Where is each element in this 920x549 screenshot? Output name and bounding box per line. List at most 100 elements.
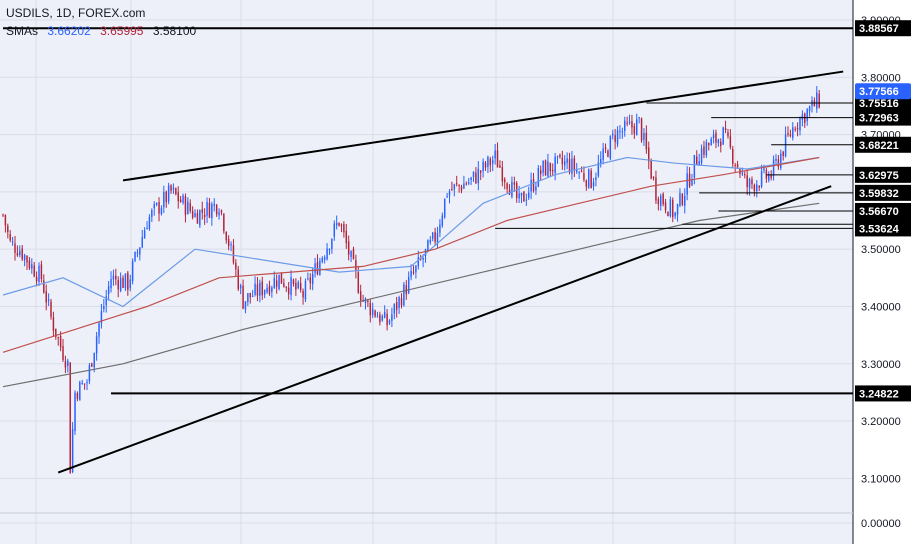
level-label-1: 3.75516 bbox=[859, 98, 899, 110]
candle-body-69 bbox=[167, 185, 170, 202]
candle-body-285 bbox=[686, 173, 688, 195]
candle-body-149 bbox=[359, 291, 362, 301]
candle-body-184 bbox=[443, 198, 446, 218]
candle-body-70 bbox=[170, 185, 172, 191]
sma-line-1 bbox=[2, 156, 820, 308]
candle-body-81 bbox=[196, 213, 199, 224]
candle-body-302 bbox=[727, 132, 729, 137]
candle-152 bbox=[367, 299, 369, 307]
candle-112 bbox=[271, 285, 273, 298]
candle-body-119 bbox=[287, 287, 290, 295]
candle-body-45 bbox=[110, 279, 112, 289]
candle-body-273 bbox=[657, 199, 660, 205]
candle-body-272 bbox=[655, 177, 657, 201]
candle-340 bbox=[818, 89, 820, 109]
candle-body-127 bbox=[307, 278, 309, 280]
candle-232 bbox=[559, 153, 561, 159]
candle-body-30 bbox=[74, 392, 76, 431]
candle-54 bbox=[131, 258, 134, 285]
candle-body-305 bbox=[734, 164, 736, 166]
candle-body-58 bbox=[141, 237, 143, 248]
candle-115 bbox=[278, 274, 280, 291]
candle-77 bbox=[187, 197, 189, 215]
candle-body-296 bbox=[712, 134, 715, 139]
level-label-bg-4 bbox=[855, 166, 911, 183]
candle-body-171 bbox=[412, 272, 415, 274]
candle-116 bbox=[280, 272, 283, 284]
candle-body-167 bbox=[403, 284, 405, 306]
candle-body-289 bbox=[696, 156, 698, 165]
sma-label: SMAs bbox=[6, 24, 39, 38]
candle-body-47 bbox=[115, 275, 117, 280]
sma-value-2: 3.65995 bbox=[100, 24, 144, 38]
candle-body-36 bbox=[88, 365, 91, 382]
candle-body-263 bbox=[633, 126, 636, 134]
candle-329 bbox=[792, 122, 794, 141]
candle-body-291 bbox=[700, 148, 703, 163]
y-tick-label-5: 3.50000 bbox=[861, 244, 901, 256]
y-tick-label-0: 0.00000 bbox=[861, 518, 901, 530]
candle-body-259 bbox=[624, 120, 626, 131]
candle-69 bbox=[167, 182, 170, 205]
candle-body-74 bbox=[179, 199, 182, 203]
trendline-1 bbox=[122, 70, 844, 182]
candle-282 bbox=[679, 188, 681, 208]
candle-body-16 bbox=[40, 264, 43, 280]
candle-66 bbox=[160, 205, 163, 216]
candle-84 bbox=[203, 208, 206, 225]
level-label-4: 3.62975 bbox=[859, 170, 899, 182]
candle-body-159 bbox=[383, 311, 386, 318]
candle-15 bbox=[38, 262, 40, 286]
candle-body-216 bbox=[520, 192, 523, 196]
candle-body-97 bbox=[235, 262, 237, 270]
candle-167 bbox=[403, 281, 405, 307]
candle-body-218 bbox=[525, 199, 528, 201]
candle-122 bbox=[295, 278, 297, 296]
candle-body-212 bbox=[511, 181, 513, 197]
candle-322 bbox=[775, 154, 777, 165]
candle-73 bbox=[177, 186, 179, 209]
candle-body-166 bbox=[400, 297, 403, 306]
candle-257 bbox=[619, 125, 621, 139]
candle-body-12 bbox=[31, 264, 33, 269]
candle-body-220 bbox=[530, 179, 532, 192]
candle-164 bbox=[395, 296, 398, 318]
candle-183 bbox=[441, 212, 444, 228]
candle-283 bbox=[681, 192, 684, 207]
candle-265 bbox=[638, 116, 640, 124]
level-label-3: 3.68221 bbox=[859, 140, 899, 152]
candle-body-308 bbox=[741, 172, 744, 175]
candle-body-326 bbox=[784, 134, 787, 157]
candle-body-200 bbox=[482, 161, 484, 172]
candle-194 bbox=[467, 177, 470, 186]
candle-11 bbox=[28, 256, 31, 271]
candle-body-309 bbox=[744, 174, 746, 176]
candle-87 bbox=[211, 201, 213, 226]
candle-body-2 bbox=[7, 225, 9, 233]
candle-144 bbox=[347, 235, 350, 261]
candle-body-183 bbox=[441, 215, 444, 226]
candle-body-13 bbox=[33, 265, 35, 277]
candle-body-165 bbox=[398, 297, 400, 308]
candle-268 bbox=[645, 125, 648, 154]
candle-68 bbox=[165, 190, 167, 208]
candle-19 bbox=[47, 293, 50, 306]
candle-295 bbox=[710, 136, 712, 146]
candle-231 bbox=[556, 155, 559, 164]
candle-body-160 bbox=[386, 313, 388, 326]
candle-body-66 bbox=[160, 207, 163, 215]
candle-97 bbox=[235, 259, 237, 277]
candle-body-129 bbox=[311, 273, 314, 285]
candle-body-177 bbox=[427, 240, 429, 251]
candle-body-42 bbox=[103, 306, 105, 310]
last-price-bg bbox=[855, 83, 911, 100]
candle-129 bbox=[311, 267, 314, 291]
candle-22 bbox=[55, 328, 57, 340]
candle-9 bbox=[23, 253, 26, 267]
candle-16 bbox=[40, 260, 43, 283]
candle-255 bbox=[614, 128, 616, 150]
candle-335 bbox=[806, 108, 808, 126]
candle-279 bbox=[672, 197, 674, 223]
candle-142 bbox=[343, 221, 345, 238]
